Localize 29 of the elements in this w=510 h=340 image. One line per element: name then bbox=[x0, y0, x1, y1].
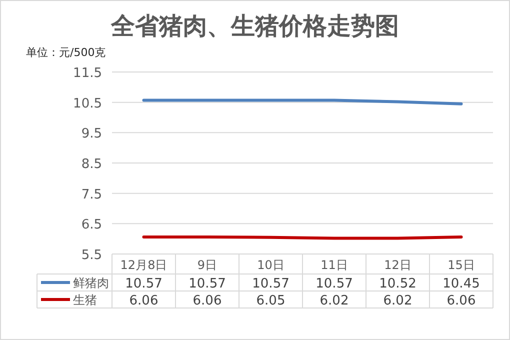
y-tick-label: 10.5 bbox=[73, 96, 102, 112]
y-tick-label: 5.5 bbox=[81, 248, 102, 263]
data-label: 6.05 bbox=[256, 294, 286, 308]
y-tick-label: 11.5 bbox=[73, 66, 102, 81]
y-axis-title: 单位：元/500克 bbox=[26, 46, 106, 59]
data-label: 10.52 bbox=[379, 276, 416, 292]
data-label: 6.06 bbox=[192, 294, 222, 308]
x-tick-label: 15日 bbox=[448, 258, 475, 272]
x-tick-label: 11日 bbox=[320, 258, 348, 272]
data-label: 10.57 bbox=[252, 276, 290, 292]
y-tick-label: 6.5 bbox=[81, 218, 102, 233]
y-tick-label: 8.5 bbox=[81, 157, 102, 172]
legend-label: 鲜猪肉 bbox=[73, 276, 109, 290]
y-tick-label: 7.5 bbox=[81, 187, 102, 202]
data-label: 6.06 bbox=[129, 294, 158, 308]
data-label: 10.57 bbox=[188, 276, 226, 292]
data-label: 6.06 bbox=[446, 294, 476, 308]
legend-label: 生猪 bbox=[73, 293, 97, 307]
x-tick-label: 12日 bbox=[384, 258, 412, 272]
chart-title: 全省猪肉、生猪价格走势图 bbox=[110, 12, 399, 40]
data-label: 10.57 bbox=[316, 276, 353, 292]
data-label: 10.57 bbox=[125, 276, 162, 292]
data-label: 6.02 bbox=[320, 294, 349, 308]
x-tick-label: 12月8日 bbox=[120, 258, 168, 272]
data-label: 10.45 bbox=[442, 276, 480, 292]
data-label: 6.02 bbox=[383, 294, 412, 308]
x-tick-label: 10日 bbox=[257, 258, 284, 272]
y-tick-label: 9.5 bbox=[81, 126, 102, 142]
x-tick-label: 9日 bbox=[197, 258, 218, 272]
